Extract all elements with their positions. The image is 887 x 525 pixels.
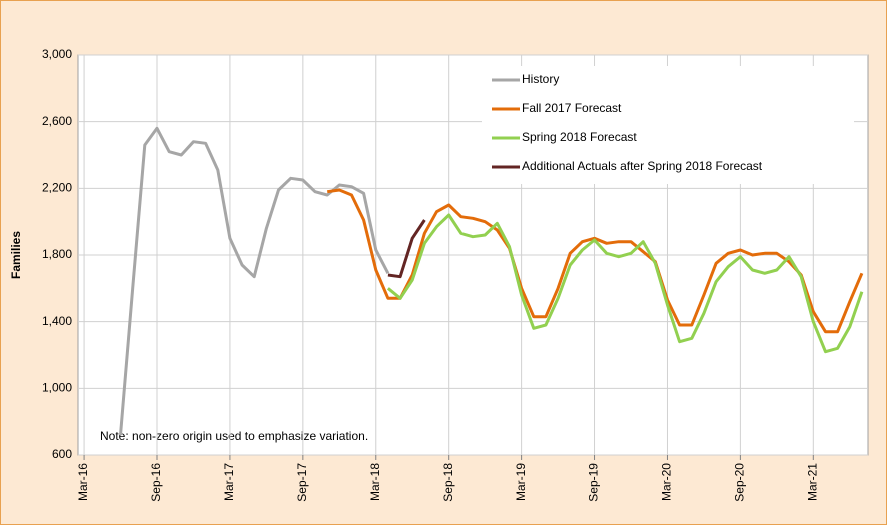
y-tick-label: 3,000	[42, 47, 72, 61]
legend-label: Additional Actuals after Spring 2018 For…	[522, 159, 763, 173]
legend-label: Fall 2017 Forecast	[522, 101, 622, 115]
annotation: Note: non-zero origin used to emphasize …	[100, 429, 368, 443]
x-tick-label: Mar-20	[660, 463, 674, 501]
x-tick-label: Sep-19	[587, 463, 601, 502]
legend-label: History	[522, 72, 559, 86]
annotation-box	[92, 425, 498, 449]
x-tick-label: Mar-21	[805, 463, 819, 501]
y-tick-label: 2,600	[42, 114, 72, 128]
x-tick-label: Mar-17	[222, 463, 236, 501]
y-tick-label: 2,200	[42, 181, 72, 195]
x-tick-label: Sep-17	[295, 463, 309, 502]
x-tick-label: Mar-19	[514, 463, 528, 501]
legend-box	[482, 66, 854, 184]
y-tick-label: 1,800	[42, 247, 72, 261]
series-line	[119, 126, 390, 436]
y-tick-label: 600	[52, 447, 72, 461]
x-tick-label: Sep-18	[441, 463, 455, 502]
x-tick-label: Mar-16	[76, 463, 90, 501]
series-line	[387, 219, 426, 279]
series-line	[386, 213, 864, 354]
x-tick-label: Sep-20	[733, 463, 747, 502]
legend-label: Spring 2018 Forecast	[522, 130, 637, 144]
x-tick-label: Mar-18	[368, 463, 382, 501]
y-axis-label: Families	[9, 231, 23, 279]
y-tick-label: 1,000	[42, 381, 72, 395]
x-tick-label: Sep-16	[149, 463, 163, 502]
series-line	[326, 188, 864, 334]
y-tick-label: 1,400	[42, 314, 72, 328]
